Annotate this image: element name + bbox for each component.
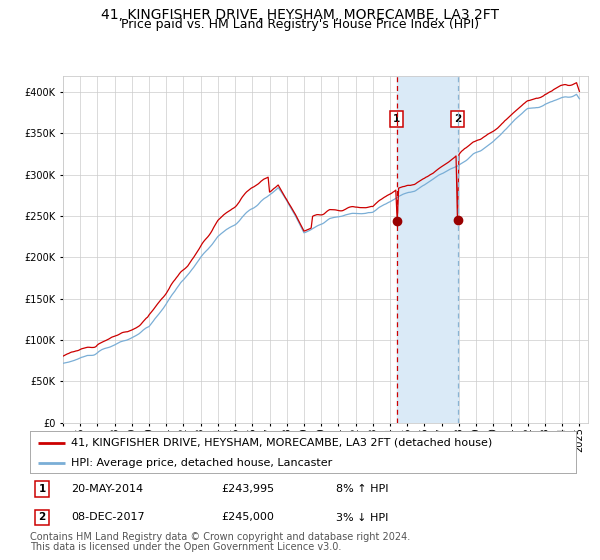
Text: This data is licensed under the Open Government Licence v3.0.: This data is licensed under the Open Gov… (30, 542, 341, 552)
Text: £245,000: £245,000 (221, 512, 274, 522)
Text: 3% ↓ HPI: 3% ↓ HPI (336, 512, 388, 522)
Text: 8% ↑ HPI: 8% ↑ HPI (336, 484, 388, 494)
Text: 1: 1 (393, 114, 400, 124)
Text: 41, KINGFISHER DRIVE, HEYSHAM, MORECAMBE, LA3 2FT: 41, KINGFISHER DRIVE, HEYSHAM, MORECAMBE… (101, 8, 499, 22)
Text: Contains HM Land Registry data © Crown copyright and database right 2024.: Contains HM Land Registry data © Crown c… (30, 532, 410, 542)
Text: Price paid vs. HM Land Registry's House Price Index (HPI): Price paid vs. HM Land Registry's House … (121, 18, 479, 31)
Text: 20-MAY-2014: 20-MAY-2014 (71, 484, 143, 494)
Text: 1: 1 (38, 484, 46, 494)
Text: 2: 2 (454, 114, 461, 124)
Text: 08-DEC-2017: 08-DEC-2017 (71, 512, 145, 522)
Bar (397, 76, 458, 423)
Text: 41, KINGFISHER DRIVE, HEYSHAM, MORECAMBE, LA3 2FT (detached house): 41, KINGFISHER DRIVE, HEYSHAM, MORECAMBE… (71, 438, 492, 448)
Text: 2: 2 (38, 512, 46, 522)
Text: £243,995: £243,995 (221, 484, 274, 494)
Text: HPI: Average price, detached house, Lancaster: HPI: Average price, detached house, Lanc… (71, 458, 332, 468)
